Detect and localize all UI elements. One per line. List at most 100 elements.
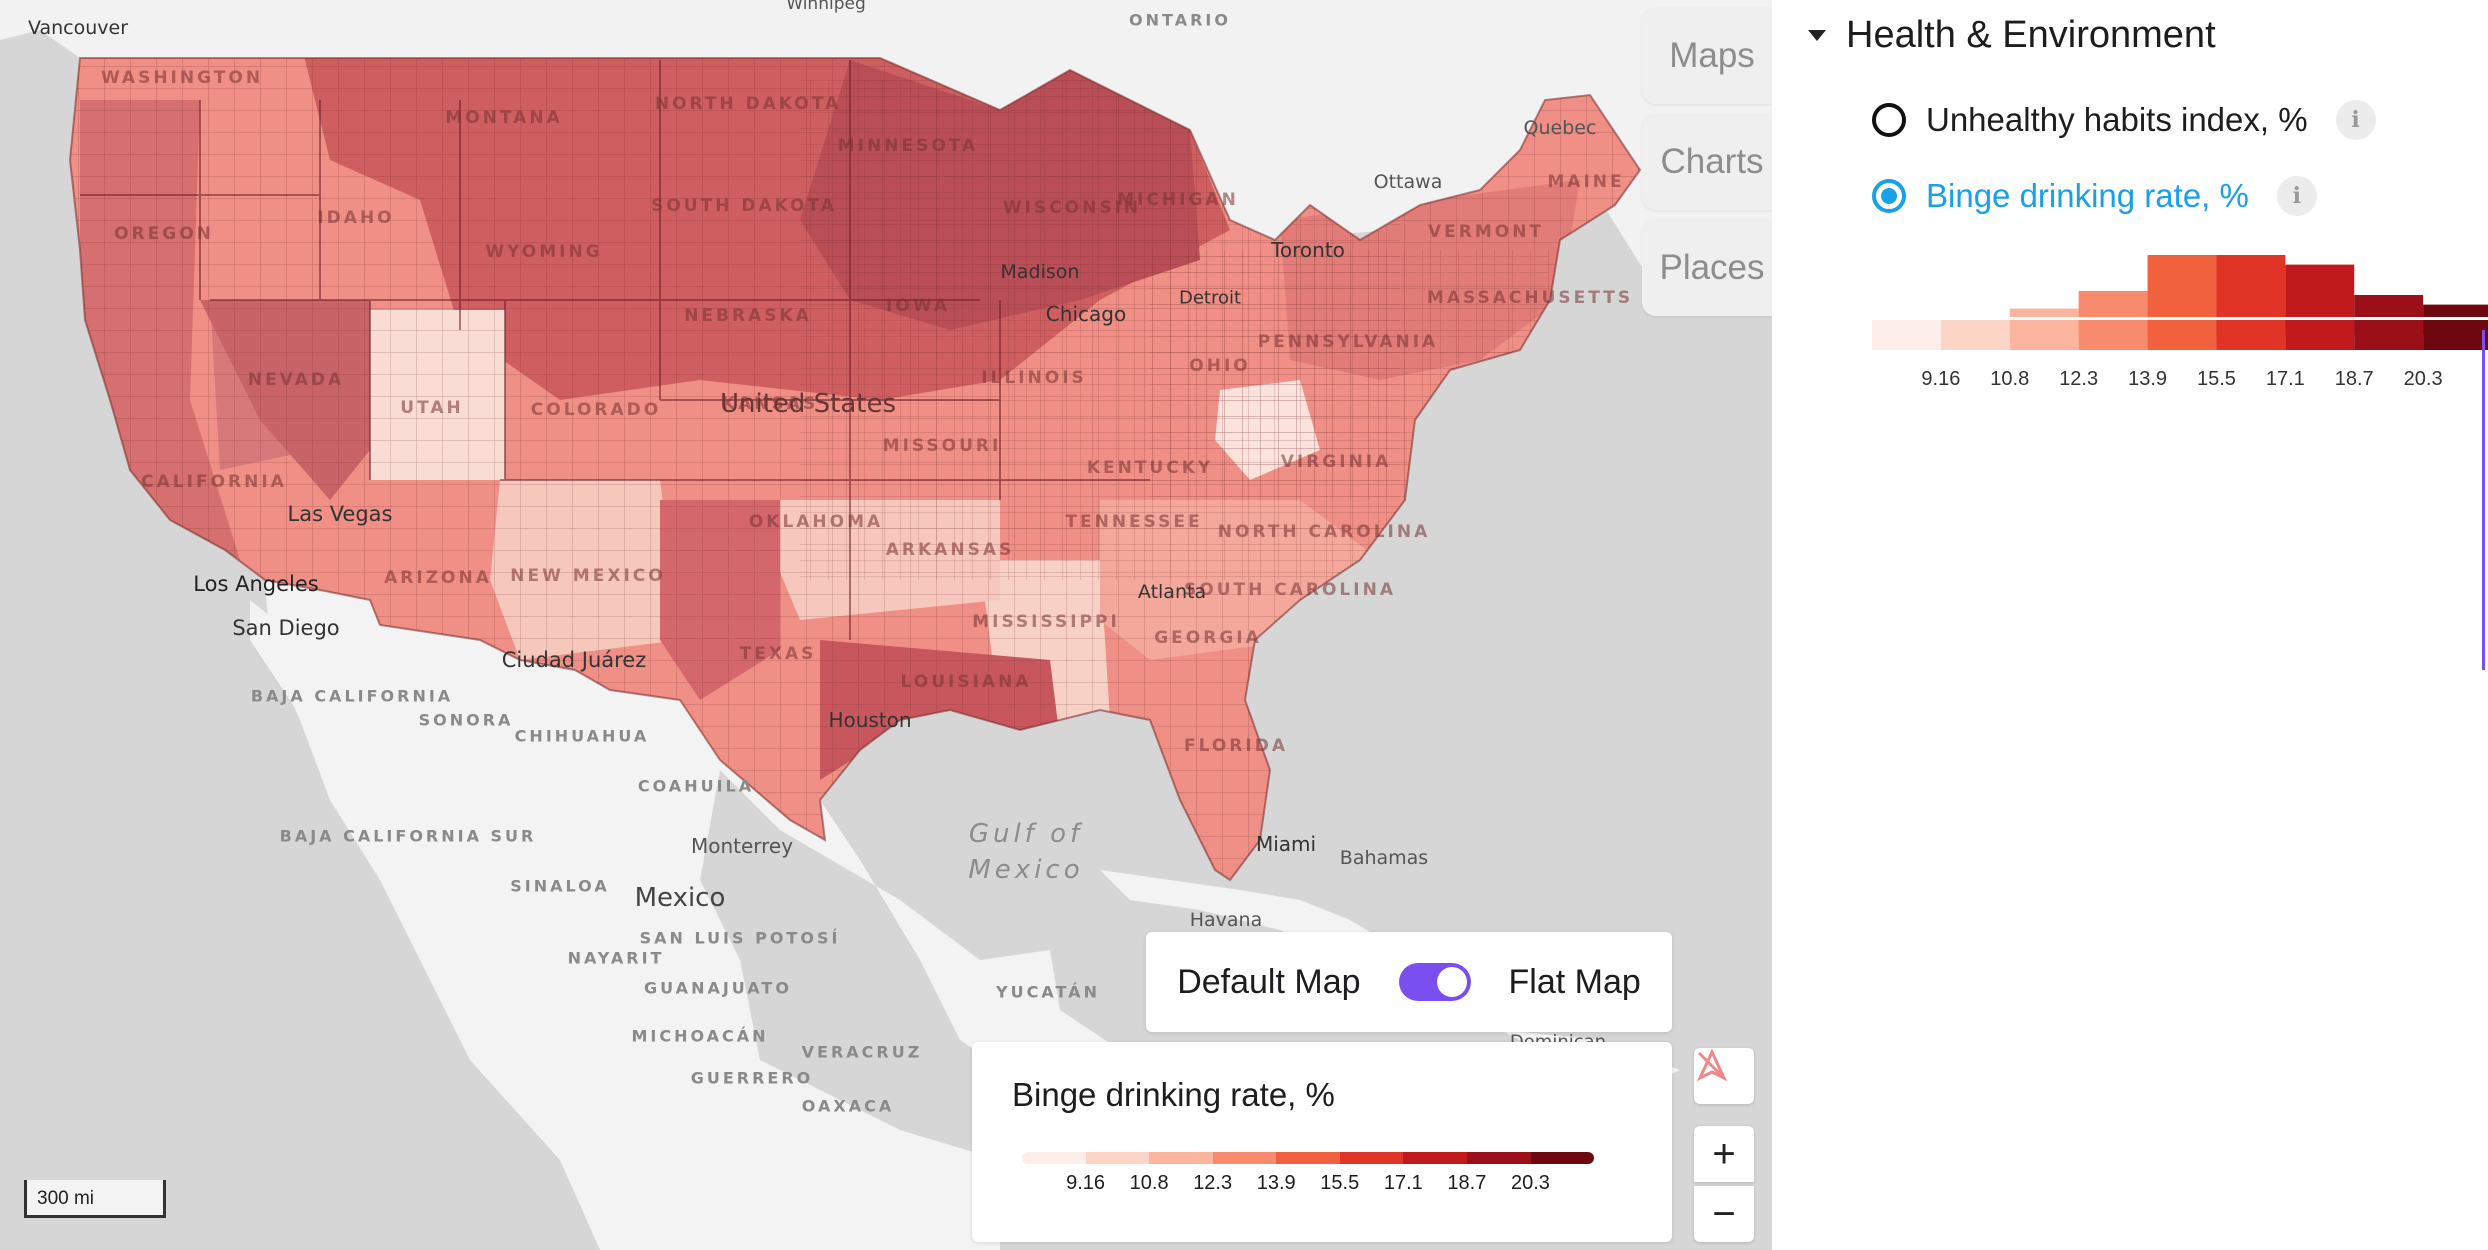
country-label-us: United States [719, 389, 897, 419]
state-label: TEXAS [739, 644, 817, 664]
histogram-chart [1872, 255, 2488, 350]
option-label: Unhealthy habits index, % [1926, 101, 2308, 138]
region-label: SINALOA [510, 876, 610, 896]
state-label: WASHINGTON [100, 68, 264, 88]
state-label: UTAH [400, 398, 464, 418]
state-label: NORTH DAKOTA [654, 94, 842, 114]
legend-swatch [1149, 1152, 1213, 1164]
state-label: KENTUCKY [1086, 458, 1214, 478]
map-style-toggle: Default Map Flat Map [1146, 932, 1672, 1032]
tab-places[interactable]: Places [1642, 220, 1772, 316]
flat-map-label[interactable]: Flat Map [1508, 962, 1641, 1001]
zoom-in-button[interactable]: + [1694, 1126, 1754, 1182]
city-label: Havana [1189, 909, 1263, 931]
state-label: MONTANA [445, 108, 563, 128]
state-label: IOWA [886, 296, 950, 316]
state-label: MISSISSIPPI [972, 612, 1120, 632]
city-label: Bahamas [1339, 847, 1429, 869]
legend-swatch [1403, 1152, 1467, 1164]
legend-swatch [1466, 1152, 1531, 1164]
option-binge-drinking[interactable]: Binge drinking rate, % i [1872, 176, 2317, 216]
tab-maps[interactable]: Maps [1642, 8, 1772, 104]
region-label: SAN LUIS POTOSÍ [639, 928, 841, 948]
region-label: GUERRERO [690, 1068, 814, 1088]
region-label: GUANAJUATO [644, 978, 792, 998]
legend-swatch [1530, 1152, 1594, 1164]
city-label: Ottawa [1373, 171, 1443, 193]
region-label: CHIHUAHUA [514, 726, 650, 746]
state-label: ARIZONA [384, 568, 492, 588]
histogram-tick: 12.3 [2059, 368, 2099, 390]
legend: Binge drinking rate, % 9.16 10.8 12.3 13.9 1… [972, 1042, 1672, 1242]
legend-tick: 9.16 [1066, 1172, 1106, 1194]
legend-title: Binge drinking rate, % [1012, 1076, 1335, 1113]
histogram-tick: 17.1 [2265, 368, 2305, 390]
legend-tick: 18.7 [1447, 1172, 1487, 1194]
legend-ticks: 9.16 10.8 12.3 13.9 15.5 17.1 18.7 20.3 [1022, 1172, 1594, 1202]
option-unhealthy-habits[interactable]: Unhealthy habits index, % i [1872, 100, 2376, 140]
switch-knob [1436, 967, 1467, 997]
state-label: NORTH CAROLINA [1217, 522, 1431, 542]
state-label: GEORGIA [1154, 628, 1262, 648]
layer-panel: Health & Environment Unhealthy habits in… [1772, 0, 2488, 1250]
region-label: COAHUILA [637, 776, 755, 796]
city-label: Monterrey [690, 834, 794, 858]
water-label: Gulf of Mexico [968, 819, 1084, 885]
no-location-icon[interactable] [1694, 1048, 1754, 1104]
histogram-strip [2009, 320, 2079, 350]
state-label: OHIO [1189, 356, 1251, 376]
city-label: Madison [1000, 261, 1080, 283]
legend-swatch [1022, 1152, 1086, 1164]
city-label: Toronto [1271, 238, 1345, 262]
histogram-tick: 10.8 [1990, 368, 2030, 390]
histogram-strip [2078, 320, 2148, 350]
city-label: Quebec [1523, 117, 1597, 139]
legend-tick: 20.3 [1510, 1172, 1550, 1194]
section-header[interactable]: Health & Environment [1808, 14, 2216, 57]
tab-charts[interactable]: Charts [1642, 114, 1772, 210]
state-label: MINNESOTA [837, 136, 979, 156]
default-map-label[interactable]: Default Map [1177, 962, 1361, 1001]
histogram-ticks: 9.16 10.8 12.3 13.9 15.5 17.1 18.7 20.3 [1872, 360, 2488, 390]
state-label: TENNESSEE [1065, 512, 1203, 532]
state-label: KANSAS [721, 394, 819, 414]
state-label: LOUISIANA [900, 672, 1032, 692]
panel-divider [2482, 330, 2485, 670]
state-label: ILLINOIS [981, 368, 1087, 388]
legend-tick: 12.3 [1193, 1172, 1233, 1194]
state-label: ARKANSAS [885, 540, 1015, 560]
histogram-tick: 18.7 [2334, 368, 2374, 390]
region-label: BAJA CALIFORNIA [250, 686, 454, 706]
state-label: NEVADA [247, 370, 345, 390]
histogram-tick: 9.16 [1921, 368, 1961, 390]
legend-swatch [1085, 1152, 1150, 1164]
info-icon[interactable]: i [2276, 176, 2317, 216]
region-label: SONORA [418, 710, 514, 730]
state-label: IDAHO [317, 208, 395, 228]
region-label: ONTARIO [1129, 10, 1231, 30]
radio-unhealthy-habits[interactable] [1872, 103, 1906, 137]
legend-swatch [1339, 1152, 1404, 1164]
zoom-out-button[interactable]: − [1694, 1186, 1754, 1242]
region-label: VERACRUZ [801, 1042, 923, 1062]
state-label: OKLAHOMA [748, 512, 884, 532]
state-label: SOUTH DAKOTA [651, 196, 837, 216]
radio-binge-drinking[interactable] [1872, 179, 1906, 213]
map-canvas[interactable]: Vancouver Winnipeg ONTARIO Quebec Ottawa… [0, 0, 1772, 1250]
region-label: BAJA CALIFORNIA SUR [279, 826, 537, 846]
legend-swatch [1212, 1152, 1277, 1164]
histogram-strip [2147, 320, 2217, 350]
region-label: YUCATÁN [996, 982, 1100, 1002]
legend-tick: 10.8 [1129, 1172, 1169, 1194]
legend-tick: 13.9 [1256, 1172, 1296, 1194]
map-style-switch[interactable] [1398, 963, 1471, 1001]
city-label: Atlanta [1137, 581, 1207, 603]
legend-tick: 17.1 [1383, 1172, 1423, 1194]
histogram-tick: 13.9 [2128, 368, 2168, 390]
option-label: Binge drinking rate, % [1926, 177, 2249, 214]
legend-tick: 15.5 [1320, 1172, 1360, 1194]
legend-swatch [1276, 1152, 1340, 1164]
city-label: Chicago [1045, 302, 1127, 326]
info-icon[interactable]: i [2335, 100, 2376, 140]
state-label: OREGON [114, 224, 214, 244]
